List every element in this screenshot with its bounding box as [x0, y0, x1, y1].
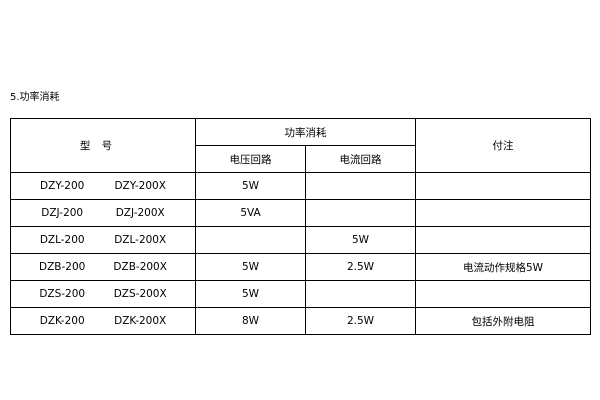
table-row: DZS-200 DZS-200X 5W — [10, 280, 591, 308]
model-left: DZK-200 — [39, 315, 85, 327]
cell-current — [305, 199, 416, 227]
model-left: DZY-200 — [40, 180, 85, 192]
cell-model: DZB-200 DZB-200X — [10, 253, 196, 281]
cell-model: DZS-200 DZS-200X — [10, 280, 196, 308]
model-right: DZK-200X — [114, 315, 167, 327]
table-row: DZB-200 DZB-200X 5W 2.5W 电流动作规格5W — [10, 253, 591, 281]
cell-note — [415, 172, 591, 200]
cell-note: 包括外附电阻 — [415, 307, 591, 335]
header-note: 付注 — [415, 118, 591, 173]
cell-current: 2.5W — [305, 253, 416, 281]
table-row: DZL-200 DZL-200X 5W — [10, 226, 591, 254]
header-voltage-circuit: 电压回路 — [195, 145, 306, 173]
header-model-label: 型 号 — [79, 140, 117, 152]
header-model: 型 号 — [10, 118, 196, 173]
cell-voltage — [195, 226, 306, 254]
power-consumption-table: 型 号 功率消耗 付注 电压回路 电流回路 DZY-200 DZY-200X — [10, 118, 591, 335]
cell-voltage: 5VA — [195, 199, 306, 227]
model-right: DZS-200X — [113, 288, 167, 300]
cell-voltage: 5W — [195, 253, 306, 281]
model-left: DZL-200 — [39, 234, 85, 246]
header-current-circuit: 电流回路 — [305, 145, 416, 173]
model-left: DZS-200 — [39, 288, 86, 300]
cell-current — [305, 172, 416, 200]
table-row: DZY-200 DZY-200X 5W — [10, 172, 591, 200]
cell-note — [415, 199, 591, 227]
cell-model: DZK-200 DZK-200X — [10, 307, 196, 335]
header-power-consumption: 功率消耗 — [195, 118, 416, 146]
section-title: 5.功率消耗 — [10, 92, 60, 103]
cell-current: 2.5W — [305, 307, 416, 335]
model-right: DZY-200X — [114, 180, 166, 192]
table-row: DZJ-200 DZJ-200X 5VA — [10, 199, 591, 227]
cell-note — [415, 226, 591, 254]
cell-model: DZL-200 DZL-200X — [10, 226, 196, 254]
cell-current — [305, 280, 416, 308]
model-right: DZB-200X — [113, 261, 167, 273]
model-left: DZJ-200 — [41, 207, 84, 219]
cell-model: DZY-200 DZY-200X — [10, 172, 196, 200]
cell-note: 电流动作规格5W — [415, 253, 591, 281]
cell-note — [415, 280, 591, 308]
table-row: DZK-200 DZK-200X 8W 2.5W 包括外附电阻 — [10, 307, 591, 335]
table-header-row-2: 电压回路 电流回路 — [11, 145, 591, 173]
cell-current: 5W — [305, 226, 416, 254]
cell-model: DZJ-200 DZJ-200X — [10, 199, 196, 227]
table-header-row-1: 型 号 功率消耗 付注 — [10, 118, 591, 173]
cell-voltage: 5W — [195, 280, 306, 308]
model-right: DZJ-200X — [115, 207, 165, 219]
cell-voltage: 8W — [195, 307, 306, 335]
model-right: DZL-200X — [114, 234, 167, 246]
power-consumption-table-wrap: 型 号 功率消耗 付注 电压回路 电流回路 DZY-200 DZY-200X — [10, 118, 591, 335]
model-left: DZB-200 — [39, 261, 86, 273]
cell-voltage: 5W — [195, 172, 306, 200]
